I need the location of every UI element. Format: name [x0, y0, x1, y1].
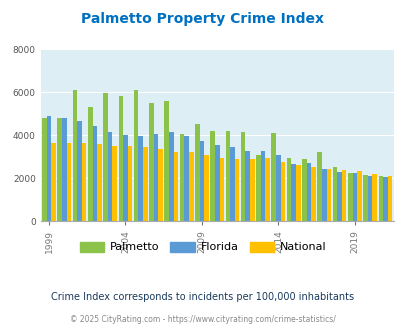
Bar: [97, 144, 102, 221]
Bar: [332, 167, 337, 221]
Bar: [143, 147, 147, 221]
Bar: [356, 171, 361, 221]
Bar: [337, 172, 341, 221]
Bar: [210, 131, 214, 221]
Text: © 2025 CityRating.com - https://www.cityrating.com/crime-statistics/: © 2025 CityRating.com - https://www.city…: [70, 315, 335, 324]
Bar: [179, 134, 184, 221]
Bar: [387, 176, 391, 221]
Bar: [112, 146, 117, 221]
Bar: [240, 132, 245, 221]
Bar: [118, 96, 123, 221]
Bar: [265, 158, 269, 221]
Bar: [275, 154, 280, 221]
Legend: Palmetto, Florida, National: Palmetto, Florida, National: [75, 237, 330, 257]
Bar: [377, 176, 382, 221]
Bar: [382, 177, 387, 221]
Bar: [280, 162, 285, 221]
Bar: [77, 121, 82, 221]
Bar: [199, 141, 204, 221]
Bar: [301, 159, 306, 221]
Bar: [204, 154, 208, 221]
Bar: [317, 152, 321, 221]
Bar: [256, 154, 260, 221]
Bar: [225, 131, 230, 221]
Bar: [62, 118, 66, 221]
Bar: [194, 123, 199, 221]
Bar: [164, 101, 168, 221]
Bar: [245, 151, 249, 221]
Bar: [123, 135, 128, 221]
Bar: [362, 175, 367, 221]
Bar: [347, 173, 352, 221]
Bar: [153, 134, 158, 221]
Bar: [234, 159, 239, 221]
Bar: [367, 176, 371, 221]
Bar: [134, 90, 138, 221]
Bar: [291, 164, 295, 221]
Bar: [219, 158, 224, 221]
Bar: [306, 163, 311, 221]
Bar: [184, 136, 188, 221]
Bar: [249, 159, 254, 221]
Bar: [108, 132, 112, 221]
Bar: [188, 152, 193, 221]
Bar: [158, 149, 162, 221]
Bar: [47, 116, 51, 221]
Bar: [173, 152, 178, 221]
Bar: [286, 158, 291, 221]
Bar: [311, 167, 315, 221]
Bar: [128, 146, 132, 221]
Bar: [371, 174, 376, 221]
Bar: [260, 151, 265, 221]
Bar: [57, 118, 62, 221]
Bar: [92, 126, 97, 221]
Bar: [295, 165, 300, 221]
Bar: [42, 118, 47, 221]
Text: Palmetto Property Crime Index: Palmetto Property Crime Index: [81, 12, 324, 25]
Bar: [321, 169, 326, 221]
Bar: [214, 145, 219, 221]
Bar: [82, 143, 86, 221]
Bar: [149, 103, 153, 221]
Text: Crime Index corresponds to incidents per 100,000 inhabitants: Crime Index corresponds to incidents per…: [51, 292, 354, 302]
Bar: [352, 173, 356, 221]
Bar: [138, 136, 143, 221]
Bar: [341, 170, 345, 221]
Bar: [271, 133, 275, 221]
Bar: [168, 132, 173, 221]
Bar: [72, 90, 77, 221]
Bar: [103, 93, 108, 221]
Bar: [88, 107, 92, 221]
Bar: [66, 143, 71, 221]
Bar: [51, 143, 56, 221]
Bar: [230, 147, 234, 221]
Bar: [326, 169, 330, 221]
